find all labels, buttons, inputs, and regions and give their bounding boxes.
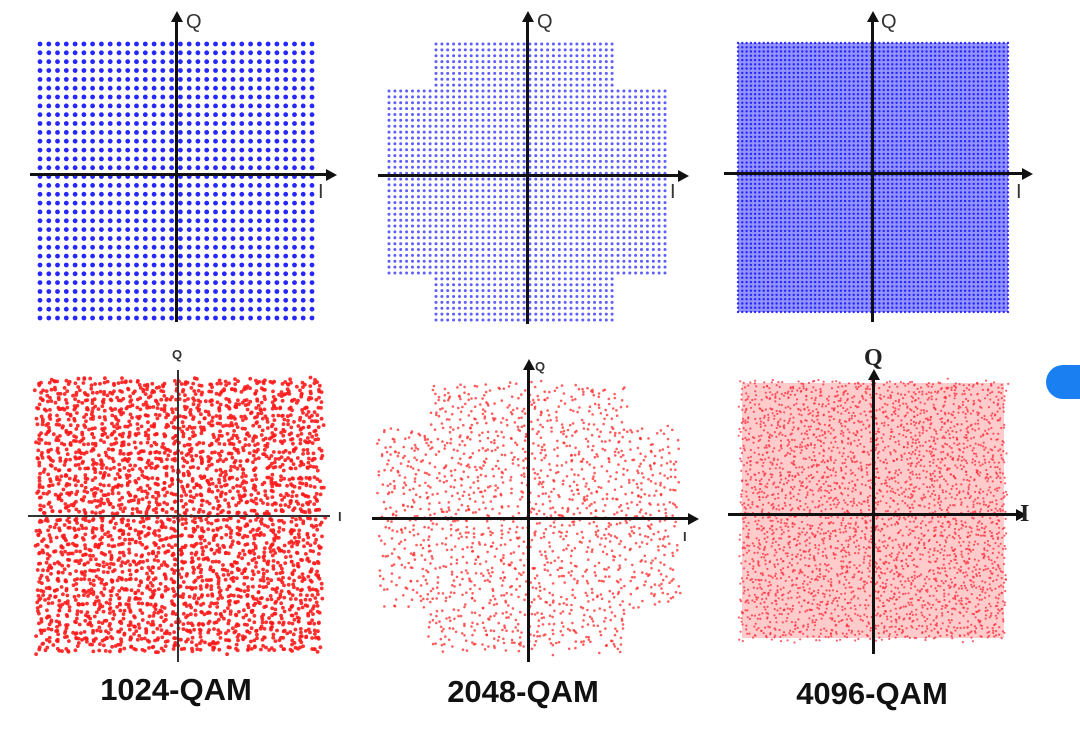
i-axis-arrow-icon (326, 169, 337, 181)
i-axis (372, 517, 690, 520)
caption-4096-qam: 4096-QAM (752, 678, 992, 709)
i-axis-label: I (338, 510, 342, 523)
caption-1024-qam: 1024-QAM (56, 674, 296, 705)
q-axis (526, 20, 529, 324)
q-axis-arrow-icon (171, 11, 183, 22)
i-axis (378, 174, 680, 177)
i-axis-label: I (1020, 502, 1029, 526)
q-axis-label: Q (864, 346, 883, 370)
q-axis-label: Q (535, 360, 545, 373)
caption-2048-qam: 2048-QAM (403, 676, 643, 707)
i-axis-arrow-icon (688, 513, 699, 525)
i-axis-label: I (670, 182, 676, 202)
i-axis-arrow-icon (678, 170, 689, 182)
i-axis-label: I (683, 530, 687, 543)
i-axis-label: I (1016, 182, 1022, 202)
q-axis-label: Q (881, 12, 897, 32)
q-axis-label: Q (172, 348, 182, 361)
q-axis (527, 368, 530, 662)
i-axis (28, 515, 330, 517)
q-axis (872, 378, 875, 654)
i-axis-label: I (318, 182, 324, 202)
q-axis-arrow-icon (867, 11, 879, 22)
side-marker-icon[interactable] (1046, 365, 1080, 399)
q-axis (871, 20, 874, 322)
i-axis (30, 173, 328, 176)
i-axis-arrow-icon (1022, 168, 1033, 180)
q-axis-label: Q (537, 12, 553, 32)
q-axis-arrow-icon (522, 11, 534, 22)
i-axis (724, 172, 1024, 175)
q-axis-arrow-icon (523, 359, 535, 370)
q-axis-label: Q (186, 12, 202, 32)
q-axis (175, 20, 178, 322)
q-axis (177, 370, 179, 662)
